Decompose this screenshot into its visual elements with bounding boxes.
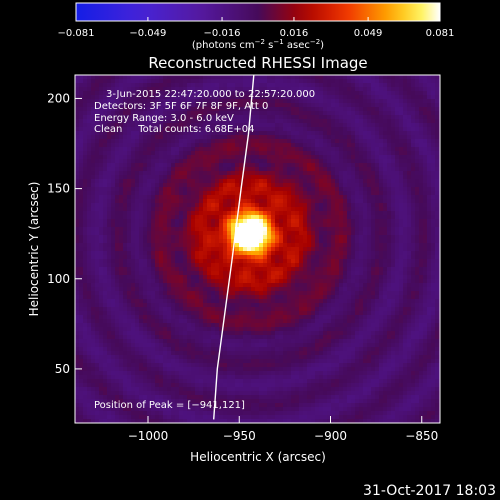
annotation-energy: Energy Range: 3.0 - 6.0 keV xyxy=(94,113,234,124)
y-axis-label: Heliocentric Y (arcsec) xyxy=(27,182,41,317)
axis-ticks: −1000 −950 −900 −850 50 100 150 200 xyxy=(47,91,438,443)
plot-area: −1000 −950 −900 −850 50 100 150 200 3-Jun-2015 … xyxy=(47,74,441,443)
annotation-detectors: Detectors: 3F 5F 6F 7F 8F 9F, Att 0 xyxy=(94,101,268,112)
y-tick-label: 150 xyxy=(47,182,70,196)
y-tick-label: 200 xyxy=(47,91,70,105)
x-tick-label: −1000 xyxy=(128,429,169,443)
colorbar-tick-label: −0.081 xyxy=(57,28,94,39)
chart-title: Reconstructed RHESSI Image xyxy=(148,54,367,72)
colorbar-frame xyxy=(75,2,441,22)
colorbar-tick-label: −0.049 xyxy=(129,28,166,39)
x-tick-label: −850 xyxy=(405,429,438,443)
x-tick-label: −950 xyxy=(223,429,256,443)
x-axis-label: Heliocentric X (arcsec) xyxy=(190,450,326,464)
footer-timestamp: 31-Oct-2017 18:03 xyxy=(363,483,496,499)
y-tick-label: 50 xyxy=(55,362,70,376)
colorbar-gradient xyxy=(76,3,440,21)
y-tick-label: 100 xyxy=(47,272,70,286)
peak-position-label: Position of Peak = [−941,121] xyxy=(94,400,245,411)
annotation-block: 3-Jun-2015 22:47:20.000 to 22:57:20.000 … xyxy=(94,89,315,135)
plot-frame xyxy=(74,74,441,424)
annotation-time-range: 3-Jun-2015 22:47:20.000 to 22:57:20.000 xyxy=(106,89,315,100)
colorbar-ticks: −0.081 −0.049 −0.016 0.016 0.049 0.081 xyxy=(57,17,454,39)
colorbar: −0.081 −0.049 −0.016 0.016 0.049 0.081 (photo… xyxy=(57,2,454,51)
annotation-counts: Clean Total counts: 6.68E+04 xyxy=(94,124,254,135)
solar-limb-line xyxy=(213,75,255,420)
colorbar-tick-label: −0.016 xyxy=(204,28,241,39)
colorbar-tick-label: 0.016 xyxy=(280,28,309,39)
x-tick-label: −900 xyxy=(314,429,347,443)
colorbar-unit: (photons cm−2 s−1 asec−2) xyxy=(192,38,324,51)
colorbar-tick-label: 0.081 xyxy=(426,28,455,39)
colorbar-tick-label: 0.049 xyxy=(354,28,383,39)
